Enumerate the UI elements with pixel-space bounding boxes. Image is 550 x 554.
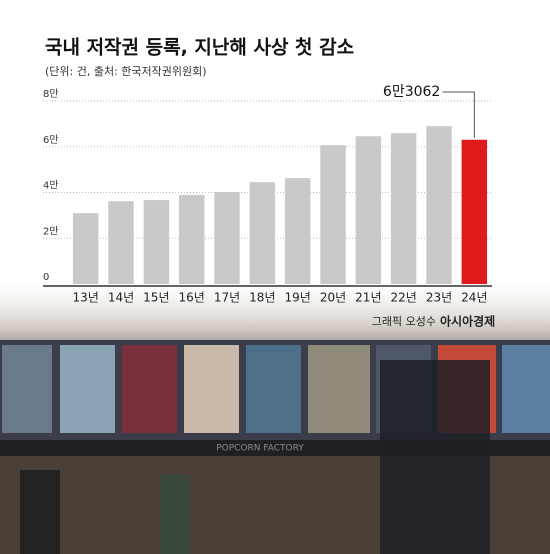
bar: [320, 145, 346, 284]
x-tick-label: 14년: [108, 291, 134, 305]
background-photo: POPCORN FACTORY: [0, 280, 550, 554]
bar: [143, 200, 170, 284]
bar: [249, 182, 276, 284]
publisher: 아시아경제: [440, 314, 495, 329]
bar: [461, 139, 488, 284]
x-tick-label: 21년: [355, 291, 381, 305]
x-tick-label: 23년: [426, 291, 452, 305]
y-tick-label: 8만: [43, 88, 59, 100]
bar: [355, 136, 382, 284]
credit: 그래픽 오성수: [372, 315, 436, 328]
y-tick-label: 2만: [43, 225, 59, 237]
x-tick-label: 24년: [461, 291, 487, 305]
bar: [108, 201, 134, 284]
bar: [72, 213, 99, 284]
bar: [284, 178, 311, 284]
x-tick-label: 13년: [73, 291, 99, 305]
x-tick-label: 20년: [320, 291, 346, 305]
x-tick-label: 22년: [391, 291, 417, 305]
x-tick-label: 17년: [214, 291, 240, 305]
x-tick-label: 18년: [249, 291, 275, 305]
y-tick-label: 4만: [43, 180, 59, 192]
bar: [426, 126, 452, 284]
bar: [390, 133, 417, 284]
photo-sign: POPCORN FACTORY: [216, 444, 304, 454]
chart-title: 국내 저작권 등록, 지난해 사상 첫 감소: [45, 37, 354, 59]
chart-subtitle: (단위: 건, 출처: 한국저작권위원회): [45, 65, 207, 78]
y-tick-label: 0: [43, 272, 49, 283]
y-tick-label: 6만: [43, 134, 59, 146]
x-tick-label: 15년: [143, 291, 169, 305]
bar: [214, 192, 240, 284]
x-tick-label: 16년: [179, 291, 205, 305]
leader-line: [442, 91, 475, 138]
value-label: 6만3062: [383, 84, 440, 100]
x-tick-label: 19년: [285, 291, 311, 305]
bar: [178, 195, 205, 284]
